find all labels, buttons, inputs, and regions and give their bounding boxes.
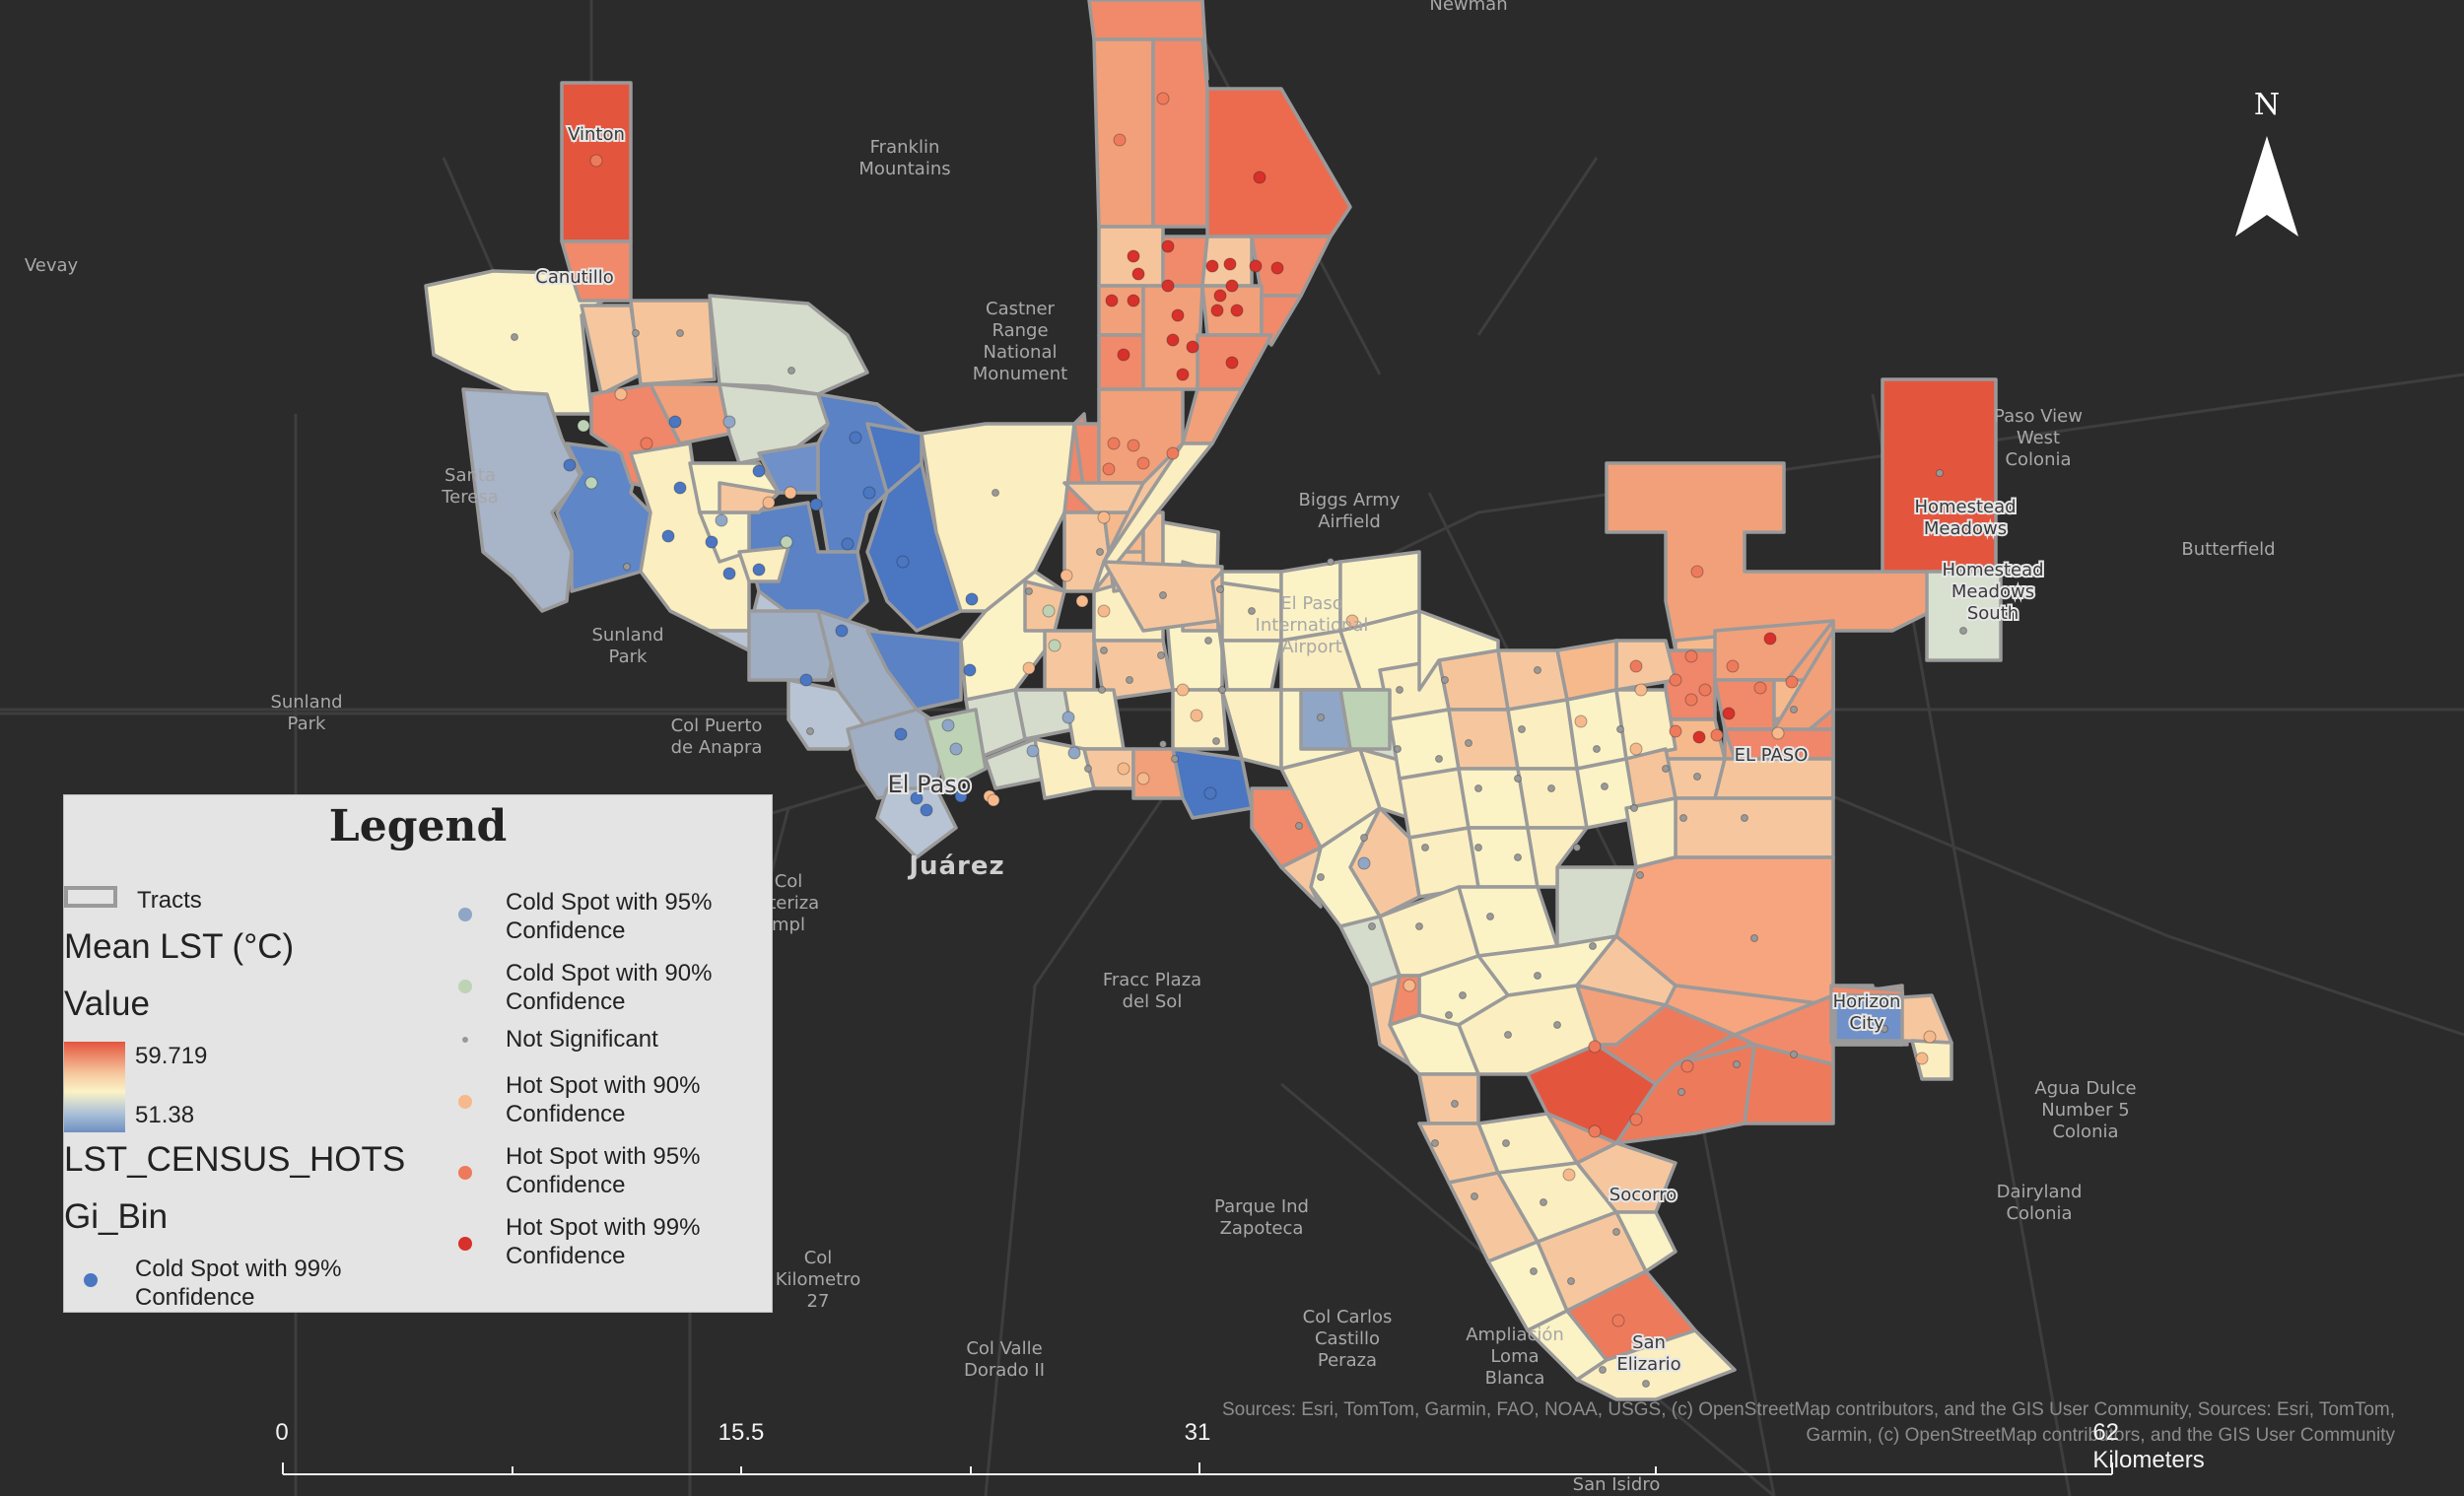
town-horizon: Horizon City [1833,991,1901,1034]
place-col-valle: Col Valle Dorado II [964,1338,1045,1381]
place-col-km: Col Kilometro 27 [776,1248,861,1312]
place-col-fronteriza: Col nteriza mpl [758,871,819,935]
sym-notsig [462,1037,468,1043]
place-col-puerto: Col Puerto de Anapra [671,715,763,758]
place-sunland-park: Sunland Park [591,625,663,667]
legend-hot95: Hot Spot with 95% Confidence [506,1143,701,1198]
place-biggs: Biggs Army Airfield [1299,490,1401,532]
legend-cold90: Cold Spot with 90% Confidence [506,960,713,1015]
sym-hot99 [458,1237,472,1251]
legend-cold95: Cold Spot with 95% Confidence [506,889,713,944]
sym-cold90 [458,980,472,993]
town-socorro: Socorro [1609,1185,1677,1205]
census-tracts [424,0,2003,1401]
ramp-high: 59.719 [135,1043,208,1069]
place-castner: Castner Range National Monument [973,299,1067,384]
place-paso-view: Paso View West Colonia [1994,406,2083,470]
place-parque: Parque Ind Zapoteca [1214,1196,1309,1239]
legend-hot99: Hot Spot with 99% Confidence [506,1214,701,1269]
north-letter: N [2254,88,2280,122]
legend-mean-lst: Mean LST (°C) [64,927,295,966]
place-franklin: Franklin Mountains [858,137,950,179]
place-dairyland: Dairyland Colonia [1997,1182,2083,1224]
scale-15: 15.5 [718,1419,765,1446]
place-juarez: Juárez [907,851,1004,881]
place-san-isidro: San Isidro [1573,1474,1661,1495]
north-arrow-icon [2235,136,2298,237]
town-homestead: Homestead Meadows [1914,497,2016,539]
legend-tracts: Tracts [137,887,202,914]
place-ampliacion: Ampliación Loma Blanca [1466,1325,1564,1389]
significance-points [511,92,1967,1388]
legend-hot90: Hot Spot with 90% Confidence [506,1072,701,1127]
place-santa-teresa: Santa Teresa [441,465,499,508]
town-vinton: Vinton [568,124,625,145]
place-col-carlos: Col Carlos Castillo Peraza [1303,1307,1393,1371]
town-homestead-south: Homestead Meadows South [1942,560,2043,624]
town-labels: Vinton Canutillo El Paso EL PASO Homeste… [533,122,2045,1377]
place-newman: Newman [1429,0,1507,15]
scale-line [282,1462,2113,1475]
place-butterfield: Butterfield [2181,539,2275,560]
scale-bar: 0 15.5 31 62 Kilometers [266,1419,2205,1478]
sym-cold99 [84,1273,98,1287]
place-labels: Vevay Newman Franklin Mountains Castner Ra… [25,0,2276,1495]
legend-layer: LST_CENSUS_HOTS [64,1140,406,1179]
legend-notsig: Not Significant [506,1026,658,1053]
town-el-paso: El Paso [888,771,972,798]
place-agua-dulce: Agua Dulce Number 5 Colonia [2034,1078,2136,1142]
place-airport: El Paso International Airport [1256,593,1369,657]
legend-value: Value [64,985,150,1023]
tracts-symbol [64,886,117,908]
north-arrow: N [2227,85,2306,242]
place-fracc: Fracc Plaza del Sol [1103,970,1201,1012]
town-canutillo: Canutillo [535,267,614,288]
ramp-low: 51.38 [135,1102,195,1128]
legend-field: Gi_Bin [64,1197,169,1236]
legend-cold99: Cold Spot with 99% Confidence [135,1256,342,1311]
town-el-paso-east: EL PASO [1735,745,1809,766]
color-ramp [64,1042,125,1132]
source-credits: Sources: Esri, TomTom, Garmin, FAO, NOAA… [1222,1399,2395,1446]
scale-0: 0 [275,1419,289,1446]
place-sunland-park-2: Sunland Park [270,692,342,734]
sym-hot95 [458,1166,472,1180]
place-vevay: Vevay [25,255,79,276]
scale-31: 31 [1184,1419,1211,1446]
legend-title: Legend [328,801,508,851]
legend-panel: Legend Tracts Mean LST (°C) Value 59.719… [63,794,773,1313]
town-san-elizario: San Elizario [1616,1332,1680,1375]
sym-hot90 [458,1095,472,1109]
sym-cold95 [458,908,472,921]
